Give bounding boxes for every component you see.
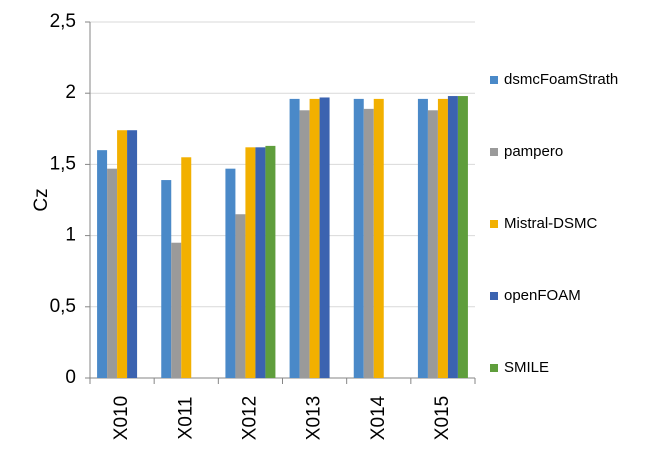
bar: [309, 98, 320, 379]
bar: [299, 110, 310, 379]
legend-swatch: [490, 292, 498, 300]
bar: [181, 157, 192, 378]
bar: [225, 168, 236, 378]
legend-swatch: [490, 76, 498, 84]
legend-label: dsmcFoamStrath: [504, 71, 618, 88]
bar: [353, 98, 364, 379]
bar: [427, 110, 438, 379]
y-axis-label: Cz: [31, 188, 52, 211]
legend-swatch: [490, 148, 498, 156]
bar: [319, 97, 330, 379]
bar: [245, 147, 256, 378]
bar: [127, 130, 138, 378]
bar: [117, 130, 128, 378]
x-tick-label: X010: [111, 396, 132, 440]
legend-swatch: [490, 364, 498, 372]
x-tick-label: X015: [432, 396, 453, 440]
y-tick-label: 1: [65, 225, 76, 246]
y-tick-label: 2,5: [50, 11, 76, 32]
y-tick-label: 2: [65, 82, 76, 103]
bar: [437, 98, 448, 379]
y-tick-label: 1,5: [50, 153, 76, 174]
bar: [373, 98, 384, 379]
legend-label: pampero: [504, 143, 563, 160]
legend-swatch: [490, 220, 498, 228]
y-tick-label: 0,5: [50, 296, 76, 317]
x-tick-label: X012: [239, 396, 260, 440]
bar: [289, 98, 300, 379]
bar: [447, 96, 458, 378]
x-tick-label: X011: [175, 397, 196, 440]
bar: [161, 180, 172, 378]
x-tick-label: X014: [368, 395, 389, 440]
legend-label: openFOAM: [504, 287, 581, 304]
legend-label: Mistral-DSMC: [504, 215, 597, 232]
bar: [235, 214, 246, 378]
bar: [417, 98, 428, 379]
bar: [107, 168, 118, 378]
y-tick-label: 0: [65, 367, 76, 388]
legend-label: SMILE: [504, 359, 549, 376]
bar: [171, 242, 182, 378]
bar: [255, 147, 266, 378]
x-tick-label: X013: [304, 396, 325, 440]
bar: [363, 108, 374, 378]
bar: [457, 96, 468, 378]
bar: [265, 145, 276, 378]
bar: [97, 150, 108, 378]
